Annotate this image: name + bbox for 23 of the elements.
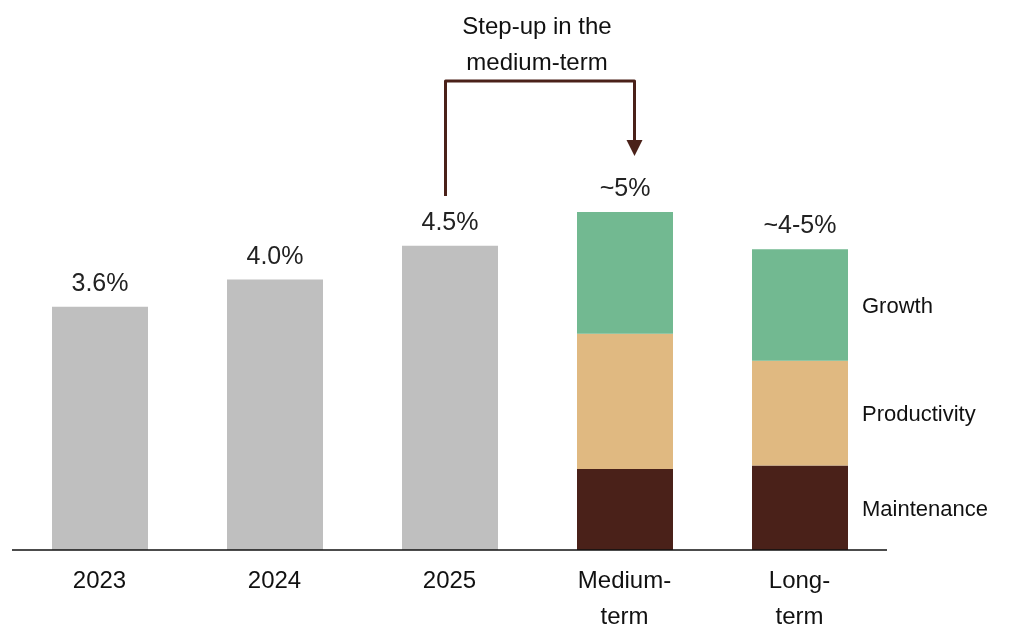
bar [52,306,148,550]
bar [402,245,498,550]
x-tick-label: Medium-term [577,566,672,629]
bar [752,465,848,550]
total-label: ~5% [599,173,651,201]
bar [752,249,848,361]
series-label: Maintenance [862,495,988,521]
total-label: ~4-5% [763,210,837,239]
x-tick-label: Long-term [768,566,831,629]
x-tick-label: 2023 [72,566,127,593]
bar [577,468,673,550]
data-label: 3.6% [71,267,129,296]
x-tick-label: 2025 [422,566,477,593]
x-tick-label: 2024 [247,566,302,593]
text: Step-up in the medium-term [462,12,612,75]
bar [227,279,323,550]
bar [577,333,673,469]
data-label: 4.0% [246,240,304,269]
bar [752,360,848,466]
series-label: Growth [862,292,933,318]
data-label: 4.5% [421,206,479,235]
bar [577,212,673,334]
series-label: Productivity [862,401,976,427]
